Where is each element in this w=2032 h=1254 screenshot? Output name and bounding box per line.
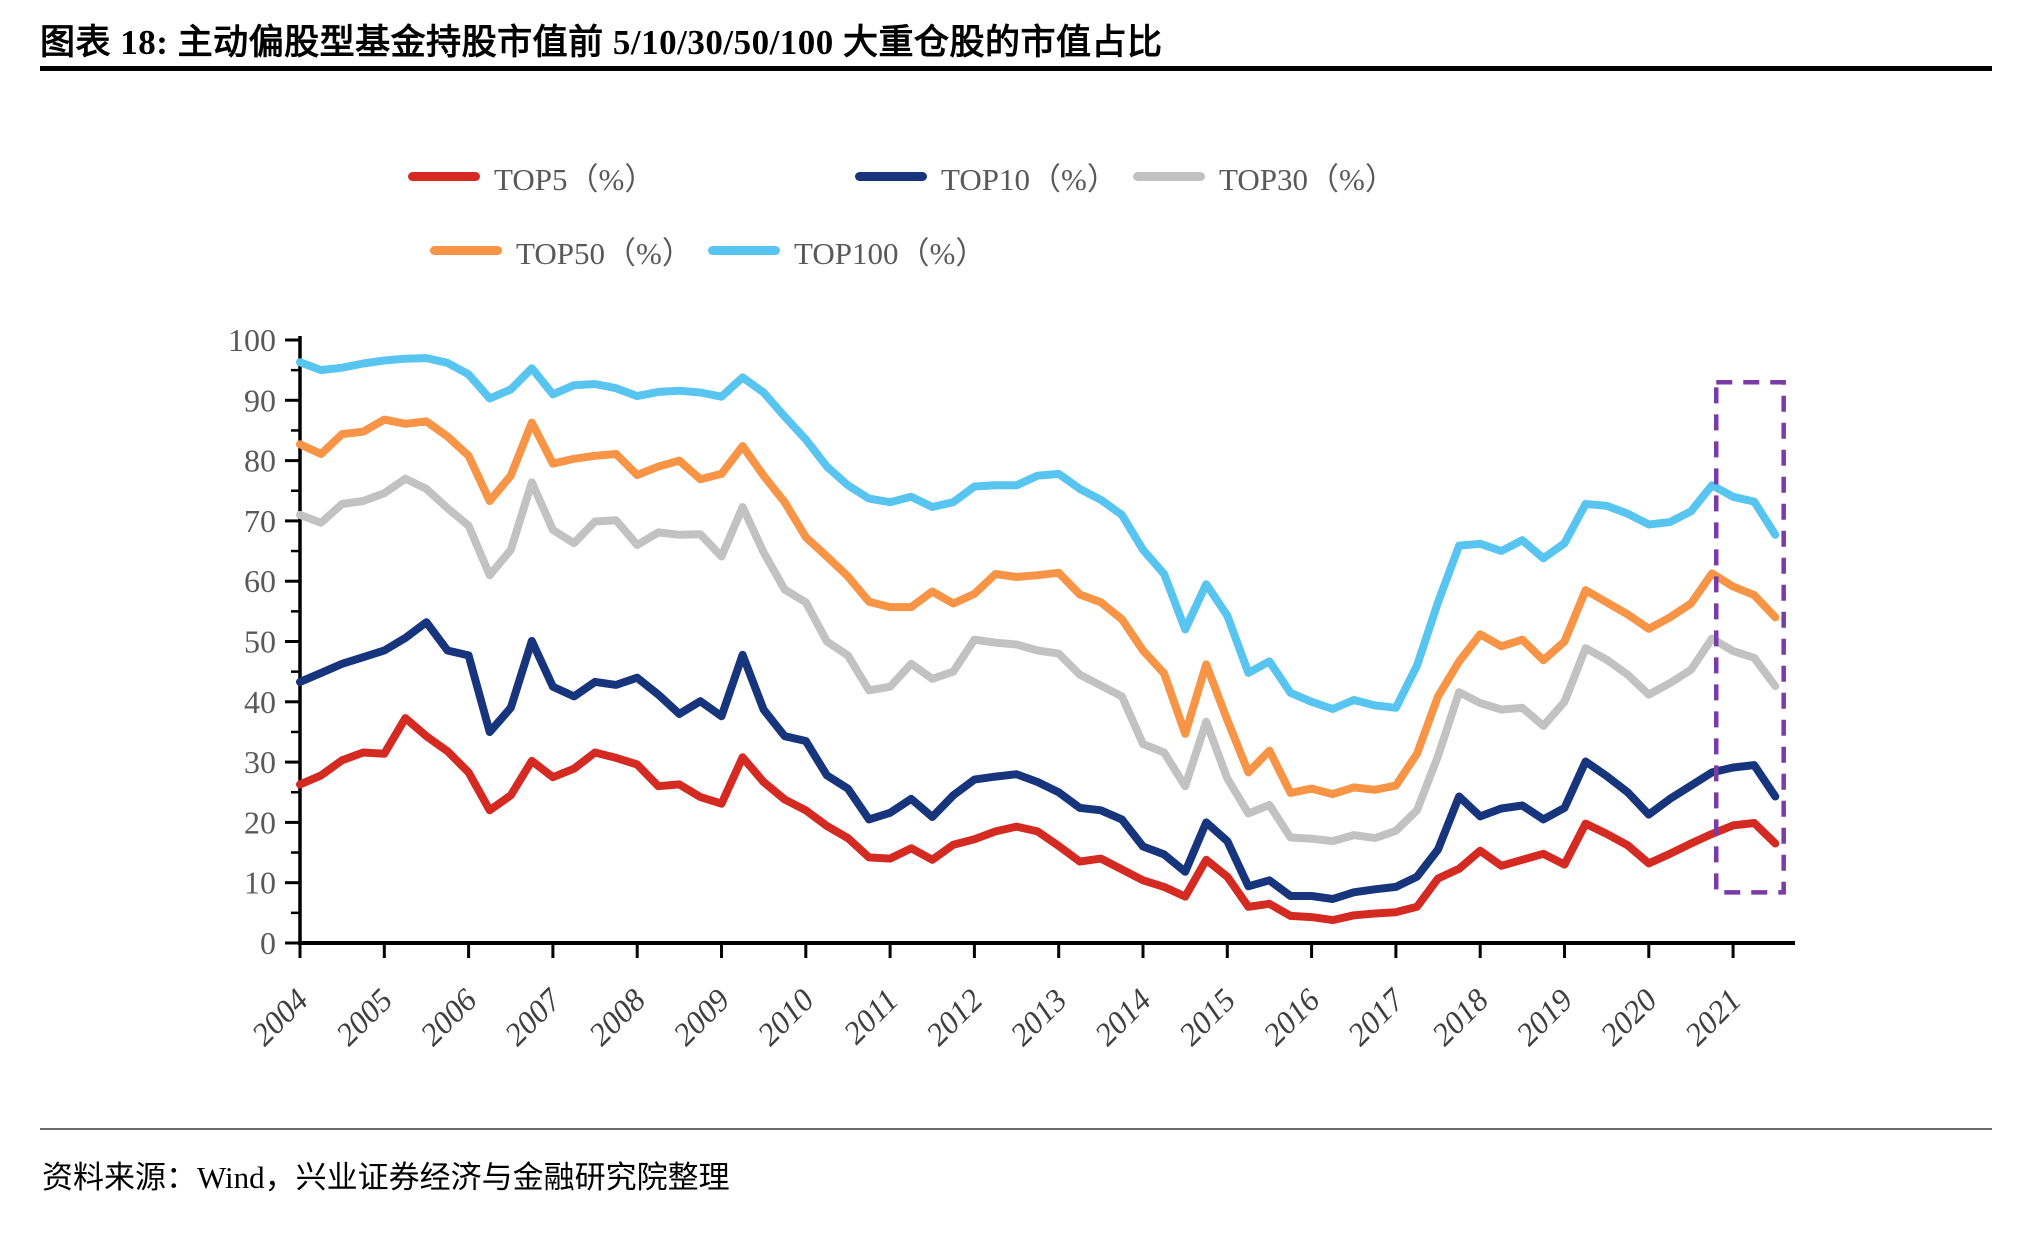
legend-label-top5: TOP5（%）: [494, 161, 656, 197]
x-tick-label: 2005: [329, 981, 400, 1052]
x-tick-label: 2010: [750, 981, 821, 1052]
y-tick-label: 80: [244, 443, 276, 479]
y-tick-label: 20: [244, 804, 276, 840]
y-tick-label: 0: [260, 925, 276, 961]
y-tick-label: 40: [244, 684, 276, 720]
x-tick-label: 2009: [666, 981, 737, 1052]
y-tick-label: 10: [244, 865, 276, 901]
x-tick-label: 2020: [1593, 981, 1664, 1052]
x-tick-label: 2018: [1424, 981, 1495, 1052]
legend-item-top50: TOP50（%）: [430, 232, 693, 271]
y-tick-label: 60: [244, 563, 276, 599]
legend-item-top30: TOP30（%）: [1133, 158, 1396, 197]
x-tick-label: 2014: [1087, 981, 1158, 1052]
series-line-top100: [296, 354, 1780, 713]
x-tick-label: 2012: [919, 981, 990, 1052]
series-line-top10: [296, 618, 1780, 903]
y-tick-label: 70: [244, 503, 276, 539]
x-tick-label: 2011: [836, 981, 905, 1050]
legend-label-top50: TOP50（%）: [516, 235, 693, 271]
series-line-top5: [296, 714, 1780, 925]
legend-label-top30: TOP30（%）: [1219, 161, 1396, 197]
legend-line-top50-icon: [430, 245, 502, 255]
source-note: 资料来源：Wind，兴业证券经济与金融研究院整理: [42, 1160, 730, 1195]
x-tick-label: 2008: [581, 981, 652, 1052]
series-line-top50: [296, 415, 1780, 799]
legend-item-top5: TOP5（%）: [408, 158, 655, 197]
source-divider: [40, 1128, 1992, 1130]
x-tick-label: 2007: [497, 980, 569, 1052]
x-tick-label: 2006: [413, 981, 484, 1052]
x-tick-label: 2017: [1340, 980, 1412, 1052]
y-tick-label: 90: [244, 382, 276, 418]
legend-item-top100: TOP100（%）: [708, 232, 986, 271]
y-tick-label: 30: [244, 744, 276, 780]
y-tick-label: 100: [228, 322, 276, 358]
legend-label-top10: TOP10（%）: [941, 161, 1118, 197]
x-tick-label: 2004: [244, 981, 315, 1052]
series-line-top30: [296, 474, 1780, 846]
legend-line-top100-icon: [708, 245, 780, 255]
x-tick-label: 2021: [1677, 981, 1748, 1052]
highlight-box: [1713, 379, 1786, 895]
legend-line-top10-icon: [855, 171, 927, 181]
legend-line-top30-icon: [1133, 171, 1205, 181]
y-tick-label: 50: [244, 624, 276, 660]
title-underline: [40, 66, 1992, 71]
x-tick-label: 2019: [1509, 981, 1580, 1052]
figure-title: 图表 18: 主动偏股型基金持股市值前 5/10/30/50/100 大重仓股的…: [40, 23, 1163, 62]
x-tick-label: 2015: [1172, 981, 1243, 1052]
legend-label-top100: TOP100（%）: [794, 235, 987, 271]
x-tick-label: 2016: [1256, 981, 1327, 1052]
legend-item-top10: TOP10（%）: [855, 158, 1118, 197]
legend-line-top5-icon: [408, 171, 480, 181]
x-tick-label: 2013: [1003, 981, 1074, 1052]
